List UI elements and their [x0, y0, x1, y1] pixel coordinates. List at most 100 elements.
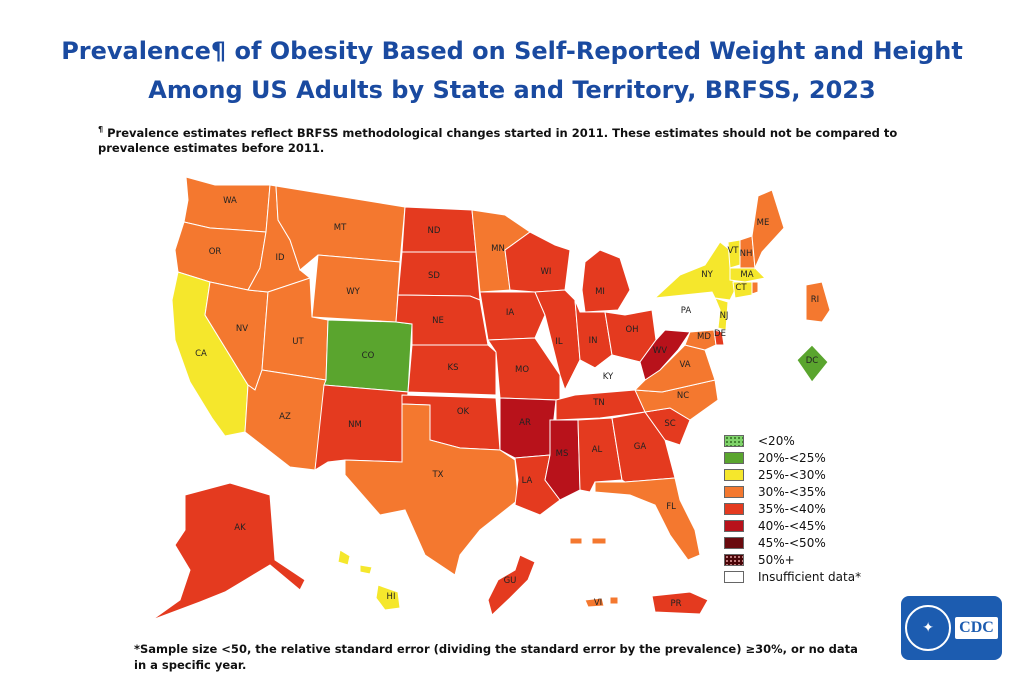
cdc-logo: ✦ CDC: [901, 596, 1002, 660]
legend-label: 40%-<45%: [758, 518, 826, 533]
legend-item: <20%: [724, 432, 861, 449]
territory-vi[interactable]: [584, 597, 605, 608]
territory-gu[interactable]: [487, 554, 536, 616]
label-mo: MO: [515, 365, 529, 375]
label-me: ME: [757, 218, 770, 228]
label-gu: GU: [504, 576, 517, 586]
label-dc: DC: [806, 356, 819, 366]
state-ks[interactable]: [407, 344, 497, 396]
legend-item: 25%-<30%: [724, 466, 861, 483]
state-wv[interactable]: [639, 329, 691, 381]
label-sc: SC: [664, 419, 675, 429]
label-ct: CT: [735, 283, 747, 293]
label-vi: VI: [594, 598, 602, 608]
label-wy: WY: [346, 287, 360, 297]
label-ny: NY: [701, 270, 713, 280]
legend-item: 20%-<25%: [724, 449, 861, 466]
state-fl[interactable]: [594, 477, 701, 561]
map-title-line-2: Among US Adults by State and Territory, …: [148, 76, 876, 104]
footnote-text: Prevalence estimates reflect BRFSS metho…: [98, 125, 898, 155]
legend-label: 35%-<40%: [758, 501, 826, 516]
insufficient-data-note: *Sample size <50, the relative standard …: [134, 642, 858, 672]
state-ct[interactable]: [732, 281, 753, 299]
state-me[interactable]: [751, 189, 785, 270]
legend-item: 30%-<35%: [724, 483, 861, 500]
state-hi-island-3[interactable]: [375, 584, 401, 611]
legend-item: 40%-<45%: [724, 517, 861, 534]
state-tx[interactable]: [344, 403, 519, 576]
state-dc-inset[interactable]: [796, 344, 829, 383]
label-sd: SD: [428, 271, 440, 281]
label-il: IL: [555, 337, 563, 347]
state-ia[interactable]: [479, 291, 546, 341]
label-wv: WV: [653, 346, 667, 356]
label-nd: ND: [428, 226, 441, 236]
footnote-mark: ¶: [98, 125, 104, 134]
legend-item: Insufficient data*: [724, 568, 861, 585]
label-or: OR: [209, 247, 222, 257]
label-ne: NE: [432, 316, 444, 326]
legend-label: 25%-<30%: [758, 467, 826, 482]
label-ri: RI: [811, 295, 819, 305]
territory-vi-island-2[interactable]: [609, 596, 619, 605]
label-pr: PR: [670, 599, 681, 609]
label-ma: MA: [740, 270, 753, 280]
legend-item: 50%+: [724, 551, 861, 568]
state-ri-inset[interactable]: [805, 281, 831, 323]
state-nj[interactable]: [714, 297, 729, 331]
label-nj: NJ: [720, 311, 729, 321]
label-mt: MT: [334, 223, 347, 233]
label-mn: MN: [491, 244, 505, 254]
label-ak: AK: [234, 523, 246, 533]
label-ms: MS: [556, 449, 569, 459]
label-la: LA: [522, 476, 533, 486]
state-ma[interactable]: [729, 267, 767, 283]
state-ny[interactable]: [653, 241, 736, 301]
label-nm: NM: [348, 420, 362, 430]
legend-swatch: [724, 519, 744, 532]
legend-swatch: [724, 485, 744, 498]
label-va: VA: [679, 360, 690, 370]
legend-swatch: [724, 468, 744, 481]
legend-label: <20%: [758, 433, 795, 448]
state-de[interactable]: [713, 329, 725, 346]
label-ar: AR: [519, 418, 531, 428]
state-hi-island-2[interactable]: [359, 564, 373, 575]
label-hi: HI: [387, 592, 396, 602]
label-wa: WA: [223, 196, 237, 206]
map-title-line-1: Prevalence¶ of Obesity Based on Self-Rep…: [61, 37, 963, 65]
state-wi[interactable]: [504, 231, 571, 293]
state-ri[interactable]: [751, 281, 759, 295]
territory-island-4[interactable]: [591, 537, 607, 545]
label-ia: IA: [506, 308, 515, 318]
label-tn: TN: [592, 398, 605, 408]
label-az: AZ: [279, 412, 291, 422]
label-id: ID: [275, 253, 285, 263]
label-al: AL: [592, 445, 603, 455]
state-ar[interactable]: [499, 397, 557, 459]
state-ak[interactable]: [151, 482, 306, 621]
label-md: MD: [697, 332, 711, 342]
legend-label: Insufficient data*: [758, 569, 862, 584]
cdc-wordmark: CDC: [955, 617, 998, 639]
legend-label: 50%+: [758, 552, 795, 567]
label-ks: KS: [448, 363, 459, 373]
label-ut: UT: [292, 337, 304, 347]
label-vt: VT: [727, 246, 739, 256]
legend-label: 20%-<25%: [758, 450, 826, 465]
legend-swatch: [724, 553, 744, 566]
state-hi[interactable]: [337, 549, 351, 566]
hhs-eagle-icon: ✦: [905, 605, 952, 651]
label-fl: FL: [666, 502, 676, 512]
territory-island-3[interactable]: [569, 537, 583, 545]
label-tx: TX: [431, 470, 443, 480]
state-md[interactable]: [684, 329, 717, 351]
label-pa: PA: [681, 306, 692, 316]
label-mi: MI: [595, 287, 605, 297]
legend-swatch: [724, 502, 744, 515]
state-mi[interactable]: [581, 249, 631, 313]
territory-pr[interactable]: [651, 591, 709, 615]
label-ca: CA: [195, 349, 207, 359]
label-ok: OK: [457, 407, 470, 417]
